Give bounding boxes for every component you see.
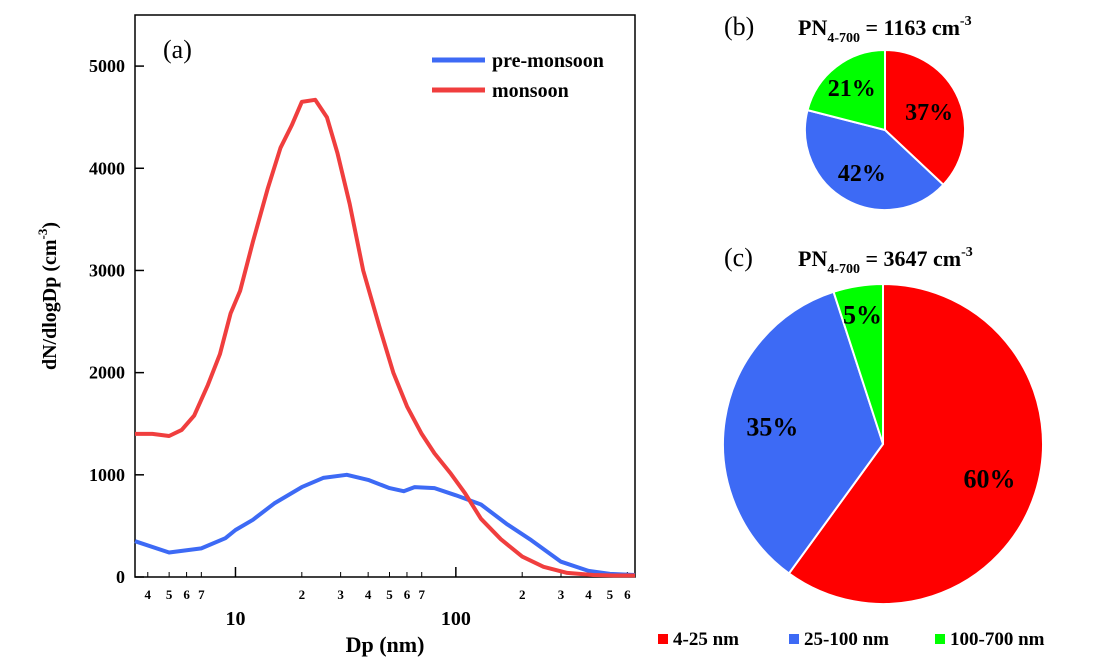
pie-slice-100-700-nm bbox=[806, 48, 886, 132]
pie-b-title: PN4-700 = 1163 cm-3 bbox=[798, 14, 972, 46]
pie-b-slices: 37% 42% 21% bbox=[804, 48, 966, 212]
x-minor-tick-label: 2 bbox=[519, 587, 526, 602]
pie-legend: 4-25 nm 25-100 nm 100-700 nm bbox=[658, 629, 1045, 650]
pie-c-title-prefix: PN bbox=[798, 246, 827, 271]
x-minor-tick-label: 6 bbox=[404, 587, 411, 602]
y-tick-label: 1000 bbox=[89, 465, 125, 485]
pie-b-title-sup: -3 bbox=[960, 14, 972, 29]
plot-area-frame bbox=[134, 14, 636, 578]
pie-b-title-value: = 1163 cm bbox=[860, 15, 960, 40]
x-minor-tick-label: 7 bbox=[198, 587, 205, 602]
pie-b-title-sub: 4-700 bbox=[827, 31, 860, 46]
pie-legend-label-25-100: 25-100 nm bbox=[804, 629, 889, 650]
y-tick-label: 3000 bbox=[89, 260, 125, 280]
pie-slice-label: 5% bbox=[843, 300, 882, 329]
x-minor-tick-label: 3 bbox=[558, 587, 565, 602]
pie-slice-4-25-nm bbox=[787, 282, 1044, 605]
y-axis-label-main: dN/dlogDp (cm bbox=[39, 239, 61, 370]
x-minor-tick-label: 6 bbox=[183, 587, 190, 602]
panel-label-b: (b) bbox=[724, 12, 754, 41]
x-minor-tick-label: 2 bbox=[299, 587, 306, 602]
pie-c-title-value: = 3647 cm bbox=[860, 246, 961, 271]
pie-slice-25-100-nm bbox=[722, 290, 885, 575]
x-minor-tick-label: 5 bbox=[166, 587, 173, 602]
pie-slice-label: 37% bbox=[905, 100, 953, 126]
y-tick-label: 2000 bbox=[89, 363, 125, 383]
x-minor-tick-label: 6 bbox=[624, 587, 631, 602]
pie-slice-label: 42% bbox=[838, 161, 886, 187]
y-axis-label-close: ) bbox=[39, 222, 61, 229]
pie-legend-swatch-4-25 bbox=[658, 634, 668, 644]
panel-label-a: (a) bbox=[163, 35, 192, 64]
legend: pre-monsoon monsoon bbox=[432, 50, 604, 102]
x-minor-tick-label: 7 bbox=[418, 587, 425, 602]
pie-chart-c: (c) PN4-700 = 3647 cm-3 60% 35% 5% bbox=[722, 243, 1044, 605]
x-major-tick-label: 100 bbox=[441, 608, 471, 630]
pie-slice-100-700-nm bbox=[832, 282, 884, 445]
pie-slice-25-100-nm bbox=[804, 108, 945, 212]
panel-label-c: (c) bbox=[724, 243, 753, 272]
pie-slice-label: 35% bbox=[746, 413, 798, 442]
y-tick-label: 4000 bbox=[89, 158, 125, 178]
pie-slice-label: 60% bbox=[964, 465, 1016, 494]
y-axis-label-sup: -3 bbox=[35, 228, 50, 239]
pie-chart-b: (b) PN4-700 = 1163 cm-3 37% 42% 21% bbox=[724, 12, 972, 212]
x-minor-tick-label: 4 bbox=[365, 587, 372, 602]
pie-c-slices: 60% 35% 5% bbox=[722, 282, 1044, 605]
legend-label-pre-monsoon: pre-monsoon bbox=[492, 50, 604, 72]
y-tick-label: 5000 bbox=[89, 56, 125, 76]
x-axis-label: Dp (nm) bbox=[346, 632, 425, 657]
pie-legend-label-4-25: 4-25 nm bbox=[673, 629, 739, 650]
pie-b-title-prefix: PN bbox=[798, 15, 827, 40]
x-minor-tick-label: 3 bbox=[337, 587, 344, 602]
pie-slice-label: 21% bbox=[828, 76, 876, 102]
x-minor-tick-label: 5 bbox=[607, 587, 614, 602]
pie-c-title-sub: 4-700 bbox=[827, 262, 860, 277]
series-line-monsoon bbox=[135, 97, 635, 578]
series-lines bbox=[134, 97, 636, 578]
pie-legend-label-100-700: 100-700 nm bbox=[950, 629, 1045, 650]
x-major-tick-label: 10 bbox=[225, 608, 245, 630]
x-minor-tick-label: 5 bbox=[386, 587, 393, 602]
y-tick-label: 0 bbox=[116, 567, 125, 587]
pie-legend-swatch-25-100 bbox=[789, 634, 799, 644]
y-axis-label: dN/dlogDp (cm-3) bbox=[35, 222, 61, 370]
pie-c-title: PN4-700 = 3647 cm-3 bbox=[798, 245, 973, 277]
pie-c-title-sup: -3 bbox=[961, 245, 973, 260]
x-minor-tick-label: 4 bbox=[585, 587, 592, 602]
pie-legend-swatch-100-700 bbox=[935, 634, 945, 644]
legend-label-monsoon: monsoon bbox=[492, 80, 569, 102]
x-minor-tick-label: 4 bbox=[145, 587, 152, 602]
series-line-pre-monsoon bbox=[134, 472, 636, 577]
pie-slice-4-25-nm bbox=[884, 48, 966, 187]
